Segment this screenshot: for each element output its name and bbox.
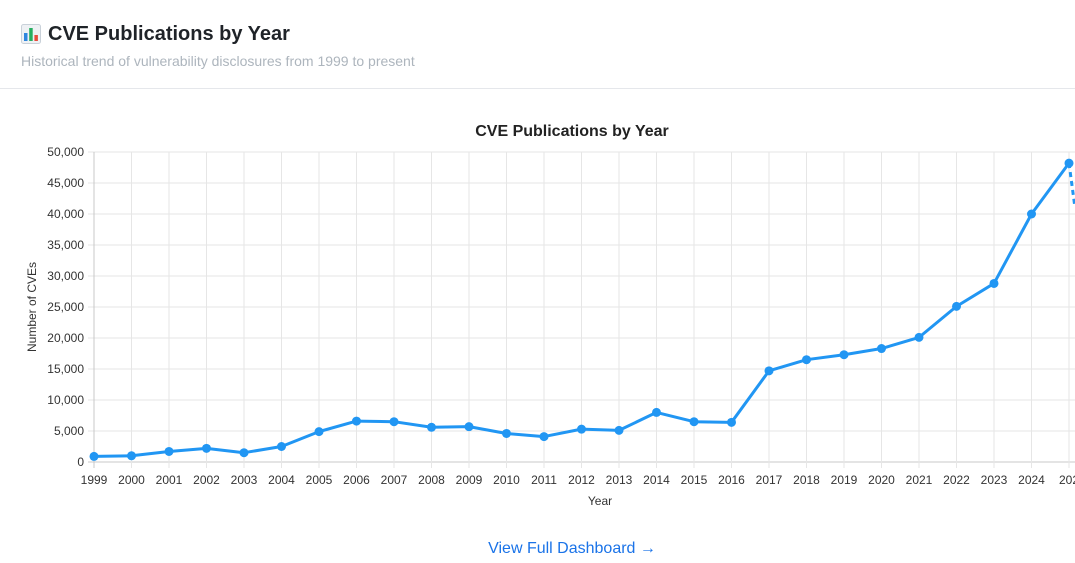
data-point <box>277 442 286 451</box>
x-tick-label: 2002 <box>193 473 220 487</box>
x-tick-label: 2008 <box>418 473 445 487</box>
page-title: CVE Publications by Year <box>48 23 290 45</box>
data-point <box>652 407 661 417</box>
data-point <box>464 422 474 432</box>
data-point <box>802 355 811 365</box>
data-point <box>1027 209 1036 219</box>
y-tick-label: 30,000 <box>47 269 84 283</box>
x-tick-label: 2017 <box>756 473 783 487</box>
x-tick-label: 2014 <box>643 473 670 487</box>
y-tick-label: 10,000 <box>47 393 84 407</box>
y-tick-label: 0 <box>77 455 84 469</box>
y-tick-label: 5,000 <box>54 424 84 438</box>
title-row: CVE Publications by Year <box>21 20 290 48</box>
chart-container: CVE Publications by Year 0 5,000 10,000 15,0… <box>0 110 1075 510</box>
data-point <box>239 448 249 458</box>
view-full-dashboard-link[interactable]: View Full Dashboard → <box>488 540 656 557</box>
data-point <box>389 417 399 427</box>
data-point <box>914 332 924 342</box>
page-header: CVE Publications by Year Historical tren… <box>0 0 1075 89</box>
x-tick-label: 2019 <box>831 473 858 487</box>
x-tick-label: 2015 <box>681 473 708 487</box>
x-tick-label: 2005 <box>306 473 333 487</box>
y-tick-label: 15,000 <box>47 362 84 376</box>
x-tick-label: 2000 <box>118 473 145 487</box>
data-point <box>689 417 699 427</box>
data-point <box>952 301 961 311</box>
x-tick-label: 2021 <box>906 473 933 487</box>
x-tick-label: 2009 <box>456 473 483 487</box>
data-point <box>539 432 549 442</box>
x-tick-label: 2010 <box>493 473 520 487</box>
data-point <box>577 424 586 434</box>
y-tick-label: 40,000 <box>47 207 84 221</box>
x-tick-label: 2011 <box>531 473 557 487</box>
page-subtitle: Historical trend of vulnerability disclo… <box>21 53 415 69</box>
x-tick-label: 2007 <box>381 473 408 487</box>
x-tick-label: 2023 <box>981 473 1008 487</box>
x-tick-label: 2004 <box>268 473 295 487</box>
x-tick-label: 1999 <box>81 473 108 487</box>
x-tick-label: 2013 <box>606 473 633 487</box>
chart-title: CVE Publications by Year <box>475 123 669 140</box>
data-point <box>877 344 886 354</box>
data-point <box>764 366 774 376</box>
data-point <box>427 422 436 432</box>
x-tick-label: 2006 <box>343 473 370 487</box>
data-point <box>202 443 211 453</box>
data-point <box>352 416 361 426</box>
data-point <box>314 427 324 437</box>
x-tick-label: 2001 <box>156 473 183 487</box>
data-point <box>89 451 99 461</box>
x-tick-label: 2003 <box>231 473 258 487</box>
data-point <box>989 278 999 288</box>
x-axis-label: Year <box>588 494 612 508</box>
data-point <box>127 451 136 461</box>
data-point <box>164 446 174 456</box>
x-tick-label: 2016 <box>718 473 745 487</box>
y-tick-label: 45,000 <box>47 176 84 190</box>
data-point <box>502 428 511 438</box>
data-point <box>614 425 624 435</box>
x-tick-label: 2024 <box>1018 473 1045 487</box>
cve-line-chart: CVE Publications by Year 0 5,000 10,000 15,0… <box>25 123 1075 508</box>
x-tick-label: 2020 <box>868 473 895 487</box>
bar-chart-icon <box>21 24 41 44</box>
data-point <box>1064 158 1074 168</box>
x-tick-label: 202 <box>1059 473 1075 487</box>
x-tick-label: 2018 <box>793 473 820 487</box>
y-axis-label: Number of CVEs <box>25 262 39 352</box>
y-tick-label: 25,000 <box>47 300 84 314</box>
data-point <box>839 350 849 360</box>
x-tick-label: 2012 <box>568 473 595 487</box>
x-tick-label: 2022 <box>943 473 970 487</box>
y-tick-label: 50,000 <box>47 145 84 159</box>
y-tick-label: 35,000 <box>47 238 84 252</box>
data-point <box>727 417 736 427</box>
y-tick-label: 20,000 <box>47 331 84 345</box>
series-projection-line <box>1067 162 1075 208</box>
